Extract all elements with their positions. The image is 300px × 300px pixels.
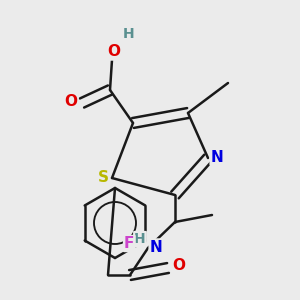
Text: F: F: [124, 236, 134, 251]
Text: N: N: [211, 149, 224, 164]
Text: H: H: [134, 232, 146, 246]
Text: H: H: [123, 27, 135, 41]
Text: O: O: [64, 94, 77, 110]
Text: O: O: [172, 259, 185, 274]
Text: S: S: [98, 169, 109, 184]
Text: O: O: [107, 44, 121, 59]
Text: N: N: [150, 239, 162, 254]
